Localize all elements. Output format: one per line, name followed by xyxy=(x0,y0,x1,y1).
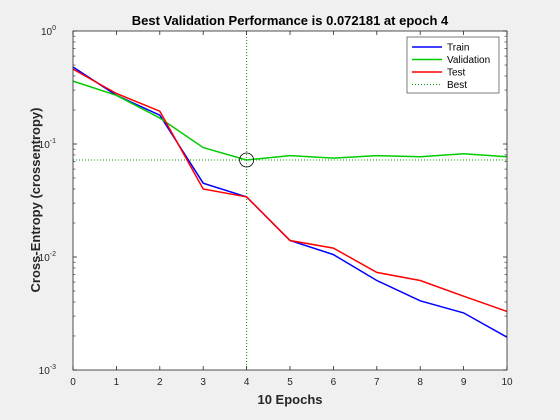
x-tick-label: 1 xyxy=(114,377,120,388)
y-axis-label: Cross-Entropy (crossentropy) xyxy=(28,108,43,293)
series-validation-line xyxy=(72,80,508,161)
y-tick-label: 100 xyxy=(41,25,56,38)
legend-label-best: Best xyxy=(447,80,467,91)
x-axis-label: 10 Epochs xyxy=(257,392,322,407)
x-tick-label: 7 xyxy=(374,377,380,388)
y-tick-label: 10-3 xyxy=(39,364,56,377)
y-tick-base: 10 xyxy=(39,366,51,377)
legend-label-test: Test xyxy=(447,68,466,79)
y-tick-label: 10-2 xyxy=(39,251,56,264)
legend-label-validation: Validation xyxy=(447,55,490,66)
series-test-line xyxy=(72,68,508,313)
x-tick-label: 2 xyxy=(157,377,163,388)
best-point-marker xyxy=(239,152,255,168)
x-tick-label: 6 xyxy=(331,377,337,388)
legend-label-train: Train xyxy=(447,43,469,54)
x-tick-label: 4 xyxy=(244,377,250,388)
x-tick-label: 9 xyxy=(461,377,467,388)
y-tick-base: 10 xyxy=(39,253,51,264)
y-tick-exponent: 0 xyxy=(52,25,56,32)
x-tick-label: 5 xyxy=(287,377,293,388)
x-tick-label: 0 xyxy=(70,377,76,388)
y-tick-label: 10-1 xyxy=(39,138,56,151)
y-tick-exponent: -3 xyxy=(50,364,56,371)
x-tick-label: 10 xyxy=(501,377,513,388)
y-tick-exponent: -2 xyxy=(50,251,56,258)
y-tick-base: 10 xyxy=(41,27,53,38)
y-tick-base: 10 xyxy=(39,140,51,151)
x-tick-label: 8 xyxy=(417,377,423,388)
y-tick-exponent: -1 xyxy=(50,138,56,145)
chart-title: Best Validation Performance is 0.072181 … xyxy=(132,13,449,28)
x-tick-label: 3 xyxy=(200,377,206,388)
